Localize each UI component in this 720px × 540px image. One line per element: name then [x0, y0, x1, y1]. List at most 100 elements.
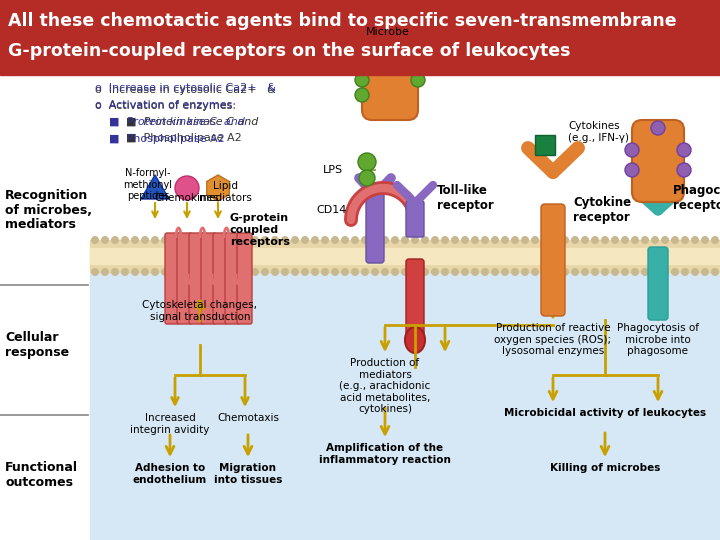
Circle shape	[701, 268, 709, 276]
Text: o  Activation of enzymes:: o Activation of enzymes:	[95, 101, 236, 111]
Circle shape	[371, 236, 379, 244]
Circle shape	[601, 268, 609, 276]
Text: G-protein-coupled receptors on the surface of leukocytes: G-protein-coupled receptors on the surfa…	[8, 42, 570, 60]
Circle shape	[261, 268, 269, 276]
Circle shape	[631, 236, 639, 244]
Circle shape	[358, 153, 376, 171]
Circle shape	[677, 143, 691, 157]
Circle shape	[231, 268, 239, 276]
Circle shape	[351, 236, 359, 244]
Circle shape	[251, 268, 259, 276]
Circle shape	[141, 236, 149, 244]
Text: Production of reactive
oxygen species (ROS);
lysosomal enzymes: Production of reactive oxygen species (R…	[495, 323, 611, 356]
Circle shape	[631, 268, 639, 276]
FancyBboxPatch shape	[189, 233, 204, 324]
Bar	[90, 272, 720, 540]
Circle shape	[311, 236, 319, 244]
Text: ■  Protein kinase C and: ■ Protein kinase C and	[105, 117, 258, 127]
Circle shape	[431, 236, 439, 244]
Circle shape	[359, 170, 375, 186]
Bar	[0, 0, 720, 75]
Circle shape	[181, 236, 189, 244]
FancyBboxPatch shape	[541, 204, 565, 316]
Circle shape	[681, 268, 689, 276]
Circle shape	[451, 236, 459, 244]
Circle shape	[221, 268, 229, 276]
FancyBboxPatch shape	[406, 259, 424, 340]
Circle shape	[371, 268, 379, 276]
Circle shape	[481, 236, 489, 244]
Circle shape	[381, 236, 389, 244]
Circle shape	[651, 121, 665, 135]
Circle shape	[151, 268, 159, 276]
Circle shape	[677, 163, 691, 177]
Text: CD14: CD14	[317, 205, 347, 215]
Circle shape	[611, 268, 619, 276]
Circle shape	[571, 268, 579, 276]
Circle shape	[301, 268, 309, 276]
Text: Phagocytic
receptor: Phagocytic receptor	[673, 184, 720, 212]
Circle shape	[341, 268, 349, 276]
Circle shape	[161, 236, 169, 244]
Circle shape	[651, 236, 659, 244]
Circle shape	[301, 236, 309, 244]
Text: Amplification of the
inflammatory reaction: Amplification of the inflammatory reacti…	[319, 443, 451, 464]
Circle shape	[91, 236, 99, 244]
Circle shape	[241, 236, 249, 244]
Text: G-protein
coupled
receptors: G-protein coupled receptors	[230, 213, 290, 247]
Circle shape	[531, 268, 539, 276]
FancyBboxPatch shape	[237, 233, 252, 324]
Bar	[90, 240, 720, 272]
Circle shape	[331, 268, 339, 276]
Text: o  Increase in cytosolic Ca2+   &: o Increase in cytosolic Ca2+ &	[95, 83, 276, 93]
Circle shape	[101, 236, 109, 244]
Circle shape	[161, 268, 169, 276]
Circle shape	[471, 268, 479, 276]
Bar	[90, 248, 720, 264]
Circle shape	[541, 236, 549, 244]
Text: o  Activation of enzymes:: o Activation of enzymes:	[95, 100, 236, 110]
Circle shape	[461, 268, 469, 276]
Text: Toll-like
receptor: Toll-like receptor	[437, 184, 494, 212]
FancyBboxPatch shape	[165, 233, 180, 324]
Circle shape	[121, 236, 129, 244]
Text: Recognition
of microbes,
mediators: Recognition of microbes, mediators	[5, 188, 92, 232]
Text: LPS: LPS	[323, 165, 343, 175]
FancyBboxPatch shape	[362, 35, 418, 120]
Circle shape	[711, 236, 719, 244]
Circle shape	[491, 268, 499, 276]
Circle shape	[711, 268, 719, 276]
Circle shape	[601, 236, 609, 244]
Circle shape	[591, 268, 599, 276]
Circle shape	[521, 236, 529, 244]
Circle shape	[355, 88, 369, 102]
Circle shape	[581, 268, 589, 276]
Circle shape	[111, 236, 119, 244]
Circle shape	[321, 236, 329, 244]
Circle shape	[581, 236, 589, 244]
Circle shape	[621, 268, 629, 276]
Circle shape	[521, 268, 529, 276]
Circle shape	[561, 268, 569, 276]
Circle shape	[401, 236, 409, 244]
Circle shape	[421, 268, 429, 276]
FancyBboxPatch shape	[366, 192, 384, 263]
Text: Lipid
mediators: Lipid mediators	[199, 181, 251, 203]
Circle shape	[481, 268, 489, 276]
Circle shape	[511, 268, 519, 276]
Circle shape	[355, 73, 369, 87]
Circle shape	[391, 268, 399, 276]
Circle shape	[625, 163, 639, 177]
Circle shape	[151, 236, 159, 244]
Circle shape	[541, 268, 549, 276]
Circle shape	[681, 236, 689, 244]
Circle shape	[311, 268, 319, 276]
Text: All these chemotactic agents bind to specific seven-transmembrane: All these chemotactic agents bind to spe…	[8, 12, 677, 30]
Text: Cytokine
receptor: Cytokine receptor	[573, 196, 631, 224]
Polygon shape	[141, 175, 169, 199]
FancyBboxPatch shape	[177, 233, 192, 324]
Circle shape	[431, 268, 439, 276]
Circle shape	[411, 73, 425, 87]
Text: ■  Phospholipase A2: ■ Phospholipase A2	[109, 134, 225, 144]
Text: ■  Phospholipase A2: ■ Phospholipase A2	[105, 133, 242, 143]
